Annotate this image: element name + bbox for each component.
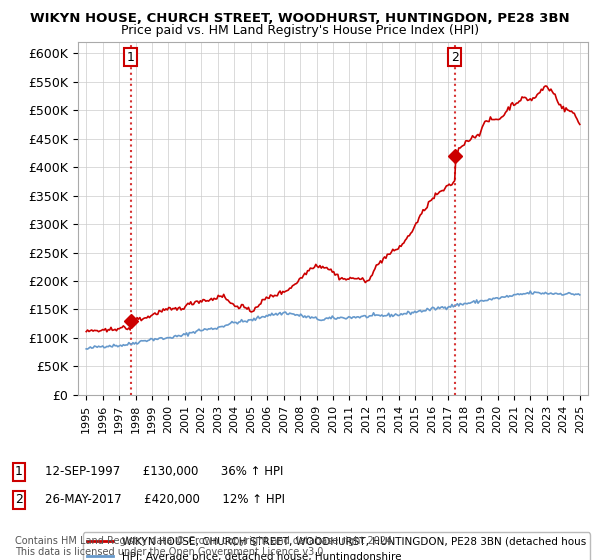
Text: 2: 2: [451, 51, 458, 64]
Text: Contains HM Land Registry data © Crown copyright and database right 2024.
This d: Contains HM Land Registry data © Crown c…: [15, 535, 395, 557]
Text: Price paid vs. HM Land Registry's House Price Index (HPI): Price paid vs. HM Land Registry's House …: [121, 24, 479, 37]
Text: 26-MAY-2017      £420,000      12% ↑ HPI: 26-MAY-2017 £420,000 12% ↑ HPI: [45, 493, 285, 506]
Legend: WIKYN HOUSE, CHURCH STREET, WOODHURST, HUNTINGDON, PE28 3BN (detached hous, HPI:: WIKYN HOUSE, CHURCH STREET, WOODHURST, H…: [83, 533, 590, 560]
Text: 12-SEP-1997      £130,000      36% ↑ HPI: 12-SEP-1997 £130,000 36% ↑ HPI: [45, 465, 283, 478]
Text: 1: 1: [127, 51, 134, 64]
Text: 2: 2: [15, 493, 23, 506]
Text: 1: 1: [15, 465, 23, 478]
Text: WIKYN HOUSE, CHURCH STREET, WOODHURST, HUNTINGDON, PE28 3BN: WIKYN HOUSE, CHURCH STREET, WOODHURST, H…: [30, 12, 570, 25]
